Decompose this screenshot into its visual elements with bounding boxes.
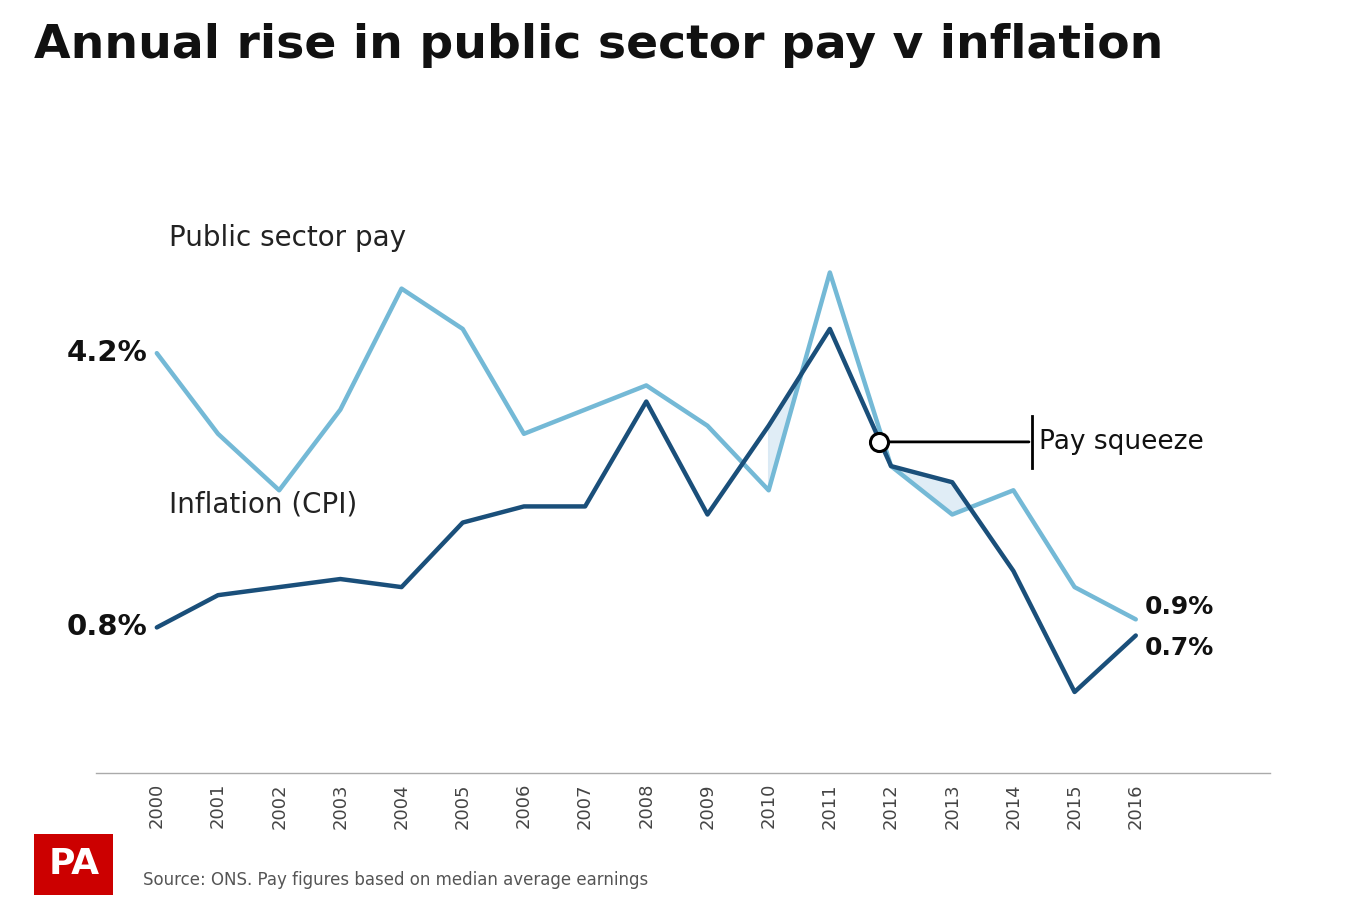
Text: 0.7%: 0.7%	[1145, 635, 1214, 660]
Text: Inflation (CPI): Inflation (CPI)	[169, 490, 358, 518]
Text: Public sector pay: Public sector pay	[169, 225, 406, 252]
Text: 0.9%: 0.9%	[1145, 595, 1214, 619]
Text: Pay squeeze: Pay squeeze	[1040, 429, 1203, 454]
Text: 4.2%: 4.2%	[67, 339, 148, 367]
Text: PA: PA	[48, 847, 100, 882]
Text: 0.8%: 0.8%	[67, 614, 148, 642]
Text: Source: ONS. Pay figures based on median average earnings: Source: ONS. Pay figures based on median…	[143, 871, 649, 889]
Text: Annual rise in public sector pay v inflation: Annual rise in public sector pay v infla…	[34, 23, 1164, 68]
